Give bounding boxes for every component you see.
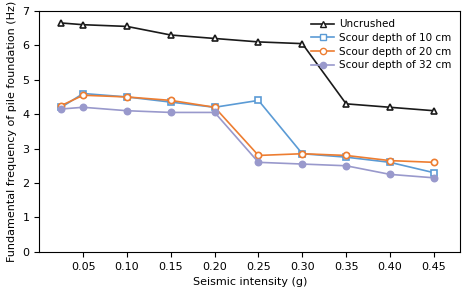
X-axis label: Seismic intensity (g): Seismic intensity (g) bbox=[192, 277, 307, 287]
Y-axis label: Fundamental frequency of pile foundation (Hz): Fundamental frequency of pile foundation… bbox=[7, 1, 17, 262]
Legend: Uncrushed, Scour depth of 10 cm, Scour depth of 20 cm, Scour depth of 32 cm: Uncrushed, Scour depth of 10 cm, Scour d… bbox=[308, 16, 455, 73]
